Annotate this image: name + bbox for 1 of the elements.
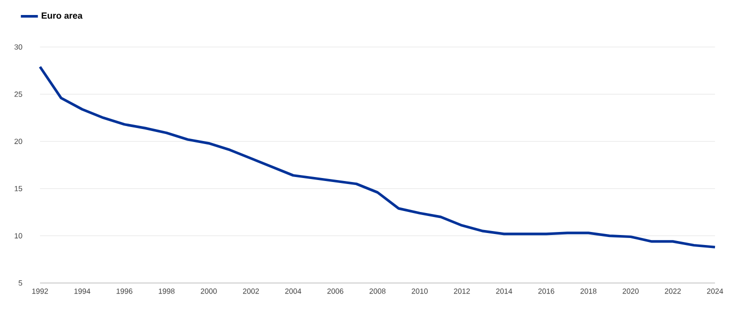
legend-label: Euro area [42,12,83,19]
